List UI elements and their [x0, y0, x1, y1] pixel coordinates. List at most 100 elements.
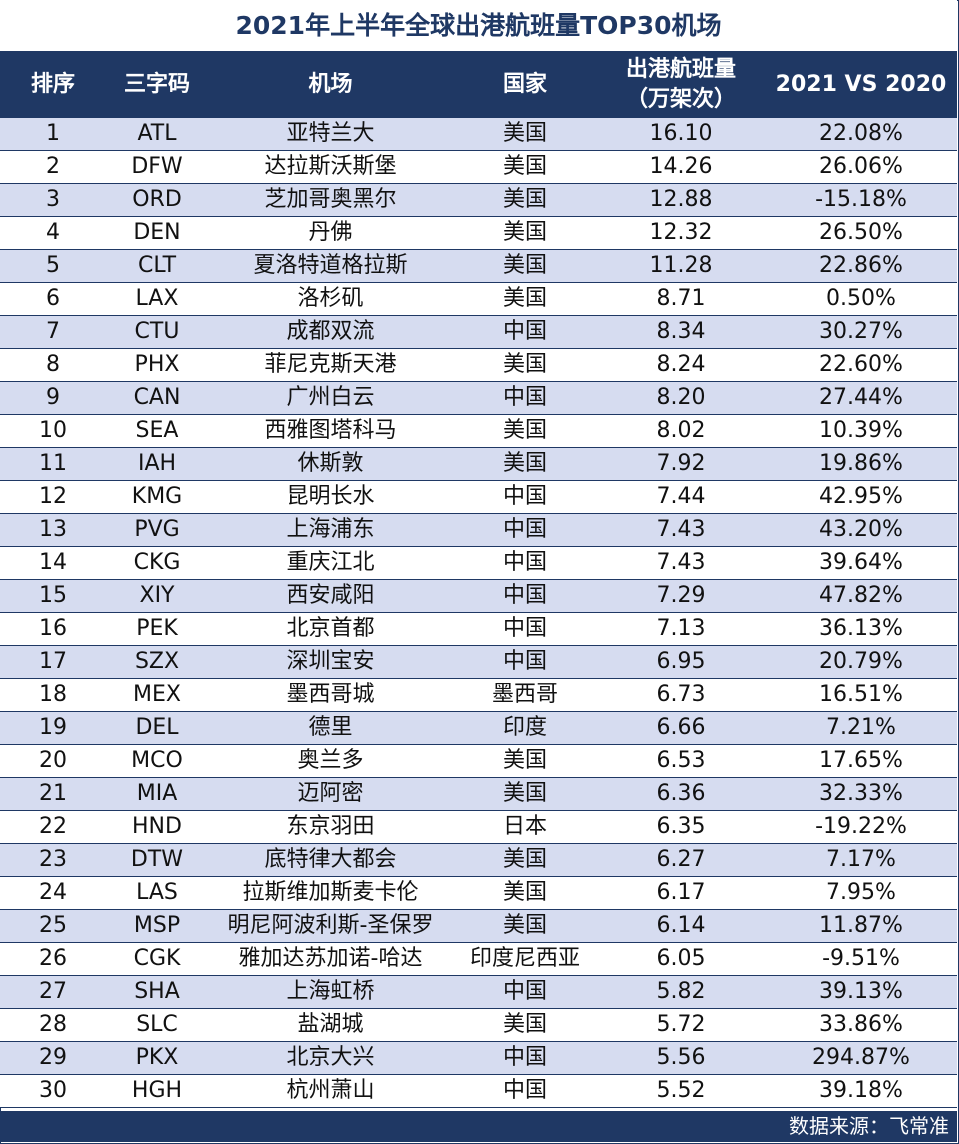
table-row: 2 DFW 达拉斯沃斯堡 美国 14.26 26.06% — [0, 151, 957, 184]
cell-airport: 墨西哥城 — [286, 682, 375, 707]
cell-airport: 迈阿密 — [297, 781, 364, 806]
cell-flights: 7.29 — [656, 583, 706, 608]
table-row: 7 CTU 成都双流 中国 8.34 30.27% — [0, 316, 957, 349]
cell-change: 22.08% — [819, 121, 903, 146]
cell-change: 0.50% — [826, 286, 896, 311]
cell-flights: 16.10 — [649, 121, 713, 146]
cell-code: MIA — [136, 781, 178, 806]
cell-airport: 西安咸阳 — [286, 583, 375, 608]
cell-change: -9.51% — [822, 946, 900, 971]
table-row: 6 LAX 洛杉矶 美国 8.71 0.50% — [0, 283, 957, 316]
cell-rank: 10 — [39, 418, 67, 443]
cell-airport: 拉斯维加斯麦卡伦 — [242, 880, 419, 905]
table-row: 1 ATL 亚特兰大 美国 16.10 22.08% — [0, 118, 957, 151]
cell-airport: 昆明长水 — [286, 484, 375, 509]
cell-rank: 21 — [39, 781, 67, 806]
table-row: 30 HGH 杭州萧山 中国 5.52 39.18% — [0, 1075, 957, 1108]
table-body: 1 ATL 亚特兰大 美国 16.10 22.08% 2 DFW 达拉斯沃斯堡 美国 14.26 26… — [0, 118, 957, 1108]
cell-country: 中国 — [502, 583, 547, 608]
cell-country: 美国 — [502, 913, 547, 938]
column-header-flights-line1: 出港航班量 — [625, 57, 736, 82]
cell-flights: 6.53 — [656, 748, 706, 773]
cell-code: DEL — [135, 715, 179, 740]
cell-rank: 5 — [46, 253, 60, 278]
cell-rank: 26 — [39, 946, 67, 971]
cell-airport: 北京首都 — [286, 616, 375, 641]
cell-code: ORD — [132, 187, 182, 212]
cell-rank: 14 — [39, 550, 67, 575]
cell-airport: 菲尼克斯天港 — [264, 352, 397, 377]
cell-flights: 7.44 — [656, 484, 706, 509]
cell-airport: 芝加哥奥黑尔 — [264, 187, 397, 212]
cell-change: 27.44% — [819, 385, 903, 410]
cell-code: PKX — [135, 1045, 179, 1070]
cell-airport: 休斯敦 — [297, 451, 364, 476]
cell-rank: 12 — [39, 484, 67, 509]
cell-change: 30.27% — [819, 319, 903, 344]
table-row: 11 IAH 休斯敦 美国 7.92 19.86% — [0, 448, 957, 481]
cell-change: 17.65% — [819, 748, 903, 773]
cell-change: 39.18% — [819, 1078, 903, 1103]
table-row: 19 DEL 德里 印度 6.66 7.21% — [0, 712, 957, 745]
cell-rank: 18 — [39, 682, 67, 707]
table-row: 13 PVG 上海浦东 中国 7.43 43.20% — [0, 514, 957, 547]
cell-airport: 重庆江北 — [286, 550, 375, 575]
cell-code: DTW — [130, 847, 184, 872]
cell-airport: 西雅图塔科马 — [264, 418, 397, 443]
cell-change: 36.13% — [819, 616, 903, 641]
cell-airport: 杭州萧山 — [286, 1078, 375, 1103]
cell-country: 中国 — [502, 979, 547, 1004]
cell-country: 中国 — [502, 517, 547, 542]
cell-rank: 16 — [39, 616, 67, 641]
cell-flights: 5.82 — [656, 979, 706, 1004]
cell-country: 美国 — [502, 748, 547, 773]
cell-country: 美国 — [502, 187, 547, 212]
table-row: 9 CAN 广州白云 中国 8.20 27.44% — [0, 382, 957, 415]
cell-flights: 8.02 — [656, 418, 706, 443]
cell-country: 中国 — [502, 319, 547, 344]
page-title: 2021年上半年全球出港航班量TOP30机场 — [0, 0, 957, 52]
cell-rank: 2 — [46, 154, 60, 179]
cell-rank: 27 — [39, 979, 67, 1004]
table-row: 12 KMG 昆明长水 中国 7.44 42.95% — [0, 481, 957, 514]
column-header-change: 2021 VS 2020 — [775, 72, 947, 97]
cell-country: 美国 — [502, 847, 547, 872]
cell-country: 美国 — [502, 880, 547, 905]
cell-flights: 5.52 — [656, 1078, 706, 1103]
table-row: 26 CGK 雅加达苏加诺-哈达 印度尼西亚 6.05 -9.51% — [0, 943, 957, 976]
cell-flights: 6.27 — [656, 847, 706, 872]
cell-flights: 8.24 — [656, 352, 706, 377]
cell-change: 32.33% — [819, 781, 903, 806]
cell-change: 7.17% — [826, 847, 896, 872]
cell-airport: 德里 — [308, 715, 353, 740]
cell-airport: 雅加达苏加诺-哈达 — [238, 946, 423, 971]
cell-airport: 亚特兰大 — [286, 121, 375, 146]
table-row: 10 SEA 西雅图塔科马 美国 8.02 10.39% — [0, 415, 957, 448]
column-header-country: 国家 — [502, 72, 547, 97]
table-row: 22 HND 东京羽田 日本 6.35 -19.22% — [0, 811, 957, 844]
cell-flights: 8.71 — [656, 286, 706, 311]
cell-airport: 北京大兴 — [286, 1045, 375, 1070]
cell-rank: 23 — [39, 847, 67, 872]
cell-code: CAN — [133, 385, 181, 410]
cell-code: SEA — [135, 418, 179, 443]
cell-code: PEK — [136, 616, 178, 641]
cell-airport: 明尼阿波利斯-圣保罗 — [227, 913, 434, 938]
cell-change: 22.60% — [819, 352, 903, 377]
cell-change: 10.39% — [819, 418, 903, 443]
cell-country: 中国 — [502, 1045, 547, 1070]
cell-rank: 6 — [46, 286, 60, 311]
cell-code: MEX — [133, 682, 181, 707]
cell-change: 33.86% — [819, 1012, 903, 1037]
cell-country: 美国 — [502, 418, 547, 443]
cell-flights: 5.72 — [656, 1012, 706, 1037]
table-header: 排序 三字码 机场 国家 出港航班量 （万架次） 2021 VS 2020 — [0, 52, 957, 118]
cell-country: 美国 — [502, 781, 547, 806]
cell-flights: 6.66 — [656, 715, 706, 740]
cell-code: MSP — [133, 913, 181, 938]
cell-rank: 9 — [46, 385, 60, 410]
cell-flights: 8.20 — [656, 385, 706, 410]
cell-country: 美国 — [502, 154, 547, 179]
cell-flights: 11.28 — [649, 253, 713, 278]
cell-flights: 6.35 — [656, 814, 706, 839]
